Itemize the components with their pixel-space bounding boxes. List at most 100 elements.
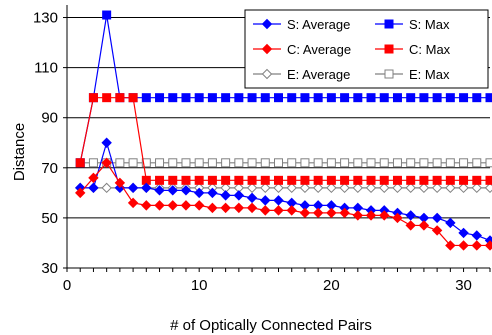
data-point — [406, 175, 416, 185]
data-point — [167, 200, 178, 211]
data-point — [115, 93, 125, 103]
data-point — [286, 205, 297, 216]
data-point — [405, 210, 416, 221]
data-point — [406, 158, 416, 168]
y-tick-label-30: 30 — [41, 260, 58, 277]
data-point — [127, 182, 139, 194]
data-point — [115, 158, 125, 168]
data-point — [300, 93, 310, 103]
data-point — [406, 93, 416, 103]
data-point — [221, 158, 231, 168]
data-point — [353, 175, 363, 185]
data-point — [234, 158, 244, 168]
data-point — [193, 187, 205, 199]
data-point — [326, 93, 336, 103]
data-point — [247, 158, 257, 168]
series-lines — [75, 10, 492, 251]
y-axis-title: Distance — [11, 123, 28, 181]
data-point — [233, 202, 245, 214]
series-e-max — [75, 158, 492, 168]
data-point — [207, 158, 217, 168]
data-point — [484, 240, 492, 251]
legend-entry: S: Average — [253, 17, 350, 32]
data-point — [102, 93, 112, 103]
data-point — [167, 185, 178, 196]
data-point — [392, 158, 402, 168]
legend: S: Average S: Max C: Average C: Max E: Avera… — [244, 9, 489, 89]
data-point — [339, 182, 350, 194]
data-point — [155, 175, 165, 185]
data-point — [260, 195, 271, 206]
data-point — [287, 175, 297, 185]
data-point — [419, 175, 429, 185]
legend-marker — [384, 19, 394, 29]
legend-marker — [261, 18, 273, 30]
data-point — [300, 158, 310, 168]
data-point — [431, 225, 443, 236]
data-point — [459, 158, 469, 168]
data-point — [168, 93, 178, 103]
data-point — [379, 210, 390, 221]
data-point — [246, 192, 258, 204]
data-point — [365, 210, 377, 221]
legend-label: C: Max — [409, 42, 451, 57]
data-point — [353, 158, 363, 168]
data-point — [313, 158, 323, 168]
legend-entry: C: Average — [253, 42, 351, 57]
data-point — [340, 158, 350, 168]
data-point — [471, 240, 482, 251]
data-point — [193, 200, 205, 211]
x-tick-label-10: 10 — [191, 277, 208, 294]
data-point — [379, 182, 390, 194]
data-point — [168, 158, 178, 168]
data-point — [274, 93, 283, 103]
data-point — [194, 93, 204, 103]
data-point — [260, 182, 271, 194]
x-axis-title: # of Optically Connected Pairs — [170, 317, 372, 334]
data-point — [194, 175, 204, 185]
data-point — [88, 158, 98, 168]
data-point — [273, 182, 284, 194]
legend-marker — [384, 69, 394, 79]
data-point — [287, 93, 297, 103]
data-point — [128, 158, 138, 168]
data-point — [353, 93, 363, 103]
axes: 30 50 70 90 110 130 0 10 20 30 — [33, 5, 491, 294]
data-point — [352, 210, 364, 221]
data-point — [459, 93, 469, 103]
data-point — [419, 93, 429, 103]
data-point — [220, 202, 231, 214]
data-point — [392, 175, 402, 185]
data-point — [340, 93, 350, 103]
series-line — [79, 161, 490, 247]
legend-entry: E: Max — [375, 67, 450, 82]
data-point — [221, 175, 231, 185]
data-point — [313, 93, 323, 103]
data-point — [472, 175, 482, 185]
data-point — [274, 175, 283, 185]
data-point — [352, 182, 364, 194]
data-point — [246, 202, 258, 214]
data-point — [472, 93, 482, 103]
data-point — [101, 157, 112, 169]
data-point — [458, 227, 469, 239]
data-point — [339, 207, 350, 219]
data-point — [366, 93, 376, 103]
data-point — [273, 195, 284, 206]
data-point — [431, 212, 443, 224]
data-point — [88, 182, 99, 194]
data-point — [181, 93, 191, 103]
data-point — [432, 93, 442, 103]
legend-marker — [384, 44, 394, 54]
data-point — [207, 175, 217, 185]
data-point — [154, 200, 165, 211]
data-point — [260, 175, 270, 185]
data-point — [418, 182, 430, 194]
legend-box — [244, 9, 489, 89]
data-point — [102, 10, 112, 20]
data-point — [313, 175, 323, 185]
data-point — [180, 200, 192, 211]
data-point — [471, 182, 482, 194]
data-point — [365, 182, 377, 194]
